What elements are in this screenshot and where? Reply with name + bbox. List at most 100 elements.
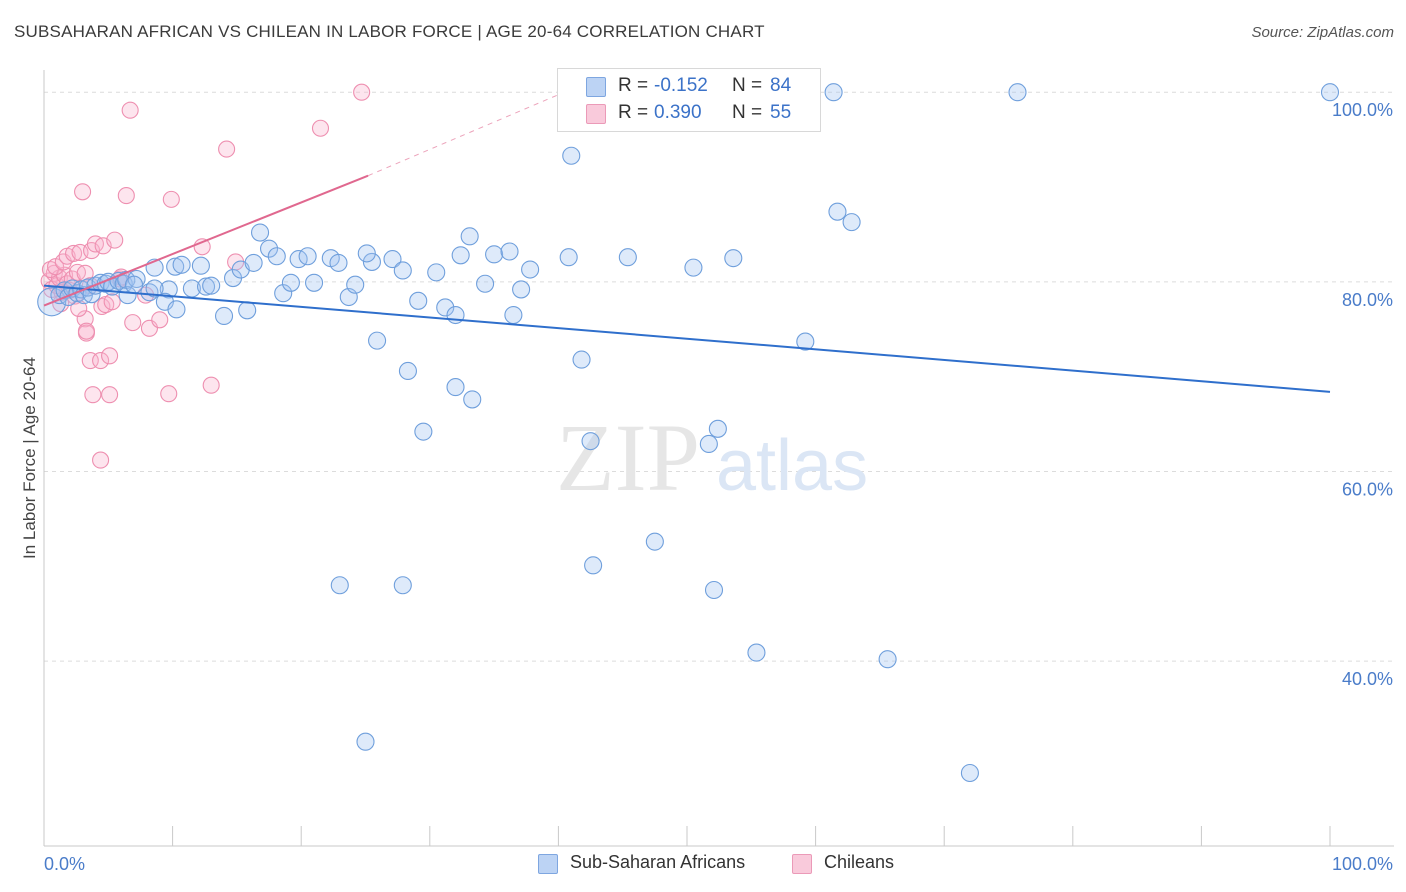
chilean-point bbox=[41, 260, 59, 279]
subsaharan-trend-line bbox=[43, 284, 1331, 393]
stats-swatch-pink bbox=[586, 104, 606, 124]
watermark-zip: ZIP bbox=[556, 404, 700, 511]
subsaharan-point bbox=[398, 361, 417, 381]
chilean-point bbox=[81, 351, 99, 370]
y-tick-label: 60.0% bbox=[1342, 479, 1393, 499]
subsaharan-point bbox=[191, 256, 210, 275]
subsaharan-point bbox=[581, 432, 600, 451]
legend-swatch-blue bbox=[538, 854, 558, 874]
chilean-point bbox=[124, 314, 142, 332]
subsaharan-point bbox=[476, 274, 495, 293]
chilean-point bbox=[70, 299, 88, 317]
subsaharan-point bbox=[684, 258, 703, 277]
subsaharan-point bbox=[828, 202, 847, 221]
r-label: R = bbox=[618, 102, 649, 123]
subsaharan-point bbox=[274, 284, 293, 303]
subsaharan-point bbox=[259, 239, 279, 258]
subsaharan-point bbox=[824, 83, 843, 102]
chilean-point bbox=[117, 187, 135, 205]
subsaharan-point bbox=[1320, 83, 1340, 102]
subsaharan-point bbox=[414, 422, 433, 441]
legend-swatch-pink bbox=[792, 854, 812, 874]
subsaharan-points bbox=[37, 83, 1340, 783]
subsaharan-point bbox=[383, 250, 402, 269]
y-axis-label: In Labor Force | Age 20-64 bbox=[20, 357, 39, 559]
subsaharan-point bbox=[172, 255, 191, 274]
chilean-point bbox=[92, 351, 110, 370]
source-label: Source: ZipAtlas.com bbox=[1251, 24, 1394, 41]
subsaharan-point bbox=[562, 146, 581, 165]
chilean-point bbox=[92, 451, 110, 469]
subsaharan-point bbox=[409, 291, 428, 310]
stats-row-subsaharan: R = -0.152 N = 84 bbox=[558, 73, 820, 99]
stats-row-chileans: R = 0.390 N = 55 bbox=[558, 100, 820, 126]
watermark: ZIP atlas bbox=[556, 404, 868, 511]
subsaharan-point bbox=[618, 248, 637, 267]
subsaharan-point bbox=[446, 378, 465, 397]
r-value: 0.390 bbox=[654, 102, 702, 123]
subsaharan-point bbox=[572, 350, 591, 369]
subsaharan-point bbox=[167, 300, 186, 319]
subsaharan-point bbox=[356, 732, 375, 751]
subsaharan-point bbox=[298, 247, 317, 266]
subsaharan-point bbox=[166, 257, 185, 276]
subsaharan-point bbox=[267, 247, 286, 266]
subsaharan-point bbox=[238, 301, 257, 320]
chilean-point bbox=[65, 244, 83, 262]
grid-lines bbox=[44, 91, 1394, 662]
chilean-point bbox=[106, 231, 124, 249]
chilean-point bbox=[77, 322, 95, 340]
chilean-point bbox=[121, 101, 139, 119]
x-tick-label: 0.0% bbox=[44, 854, 85, 874]
subsaharan-point bbox=[500, 242, 519, 261]
x-ticks bbox=[43, 826, 1331, 846]
subsaharan-point bbox=[1008, 83, 1027, 102]
subsaharan-point bbox=[281, 273, 300, 292]
subsaharan-point bbox=[747, 643, 766, 662]
n-label: N = bbox=[732, 102, 763, 123]
n-label: N = bbox=[732, 75, 763, 96]
subsaharan-point bbox=[708, 419, 727, 438]
n-value: 84 bbox=[770, 75, 792, 96]
chilean-point bbox=[76, 310, 94, 328]
subsaharan-point bbox=[330, 576, 349, 595]
y-tick-label: 100.0% bbox=[1332, 100, 1393, 120]
legend-label: Sub-Saharan Africans bbox=[570, 852, 746, 872]
y-tick-label: 80.0% bbox=[1342, 290, 1393, 310]
chilean-point bbox=[311, 119, 330, 137]
subsaharan-point bbox=[842, 213, 861, 232]
subsaharan-point bbox=[699, 434, 718, 454]
subsaharan-point bbox=[559, 248, 578, 267]
subsaharan-point bbox=[796, 332, 815, 351]
watermark-atlas: atlas bbox=[716, 426, 868, 506]
chilean-point bbox=[103, 293, 121, 311]
subsaharan-point bbox=[393, 261, 412, 280]
chilean-point bbox=[202, 376, 220, 394]
subsaharan-point bbox=[393, 576, 412, 595]
chart-title: SUBSAHARAN AFRICAN VS CHILEAN IN LABOR F… bbox=[14, 22, 765, 41]
subsaharan-point bbox=[451, 246, 470, 265]
subsaharan-point bbox=[368, 331, 387, 350]
subsaharan-point bbox=[704, 580, 724, 600]
correlation-stats-box: R = -0.152 N = 84 R = 0.390 N = 55 bbox=[557, 68, 821, 132]
legend-item-subsaharan[interactable]: Sub-Saharan Africans bbox=[538, 852, 778, 876]
chilean-point bbox=[101, 347, 119, 365]
legend-label: Chileans bbox=[824, 852, 895, 872]
subsaharan-point bbox=[436, 298, 455, 317]
subsaharan-point bbox=[202, 276, 221, 295]
subsaharan-point bbox=[485, 245, 504, 264]
subsaharan-point bbox=[584, 556, 603, 575]
chilean-point bbox=[353, 83, 371, 101]
y-tick-label: 40.0% bbox=[1342, 669, 1393, 689]
subsaharan-point bbox=[512, 280, 531, 299]
legend-item-chileans[interactable]: Chileans bbox=[792, 852, 922, 876]
x-tick-label: 100.0% bbox=[1332, 854, 1393, 874]
chileans-points bbox=[40, 83, 371, 469]
subsaharan-point bbox=[724, 249, 743, 268]
subsaharan-point bbox=[460, 227, 479, 246]
chilean-point bbox=[84, 386, 102, 404]
subsaharan-point bbox=[329, 253, 348, 272]
chilean-point bbox=[162, 190, 180, 208]
subsaharan-point bbox=[357, 244, 376, 263]
